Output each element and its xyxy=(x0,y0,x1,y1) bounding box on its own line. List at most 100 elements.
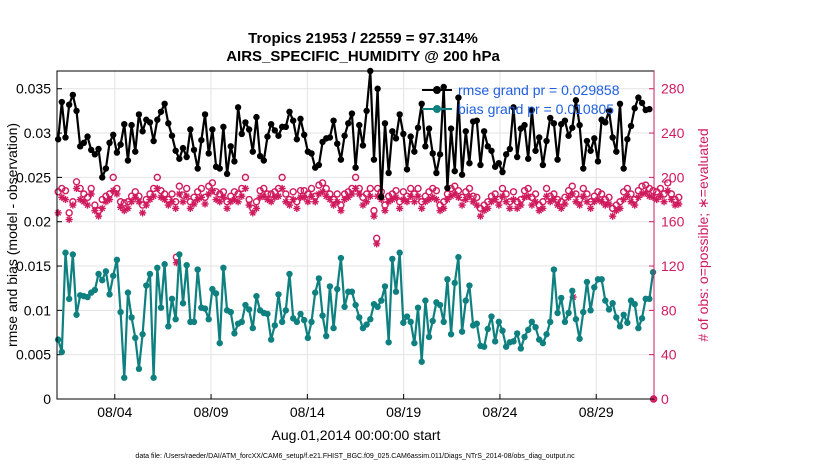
star-stroke xyxy=(484,205,491,212)
obs-evaluated-point xyxy=(576,201,584,209)
bias-point xyxy=(576,335,583,342)
x-tick-label: 08/24 xyxy=(482,404,517,420)
rmse-point xyxy=(587,147,594,154)
left-axis-ticks: 0 0.005 0.01 0.015 0.02 0.025 0.03 0.035 xyxy=(16,81,62,407)
obs-evaluated-point xyxy=(392,193,400,201)
bias-point xyxy=(168,295,176,303)
rmse-point xyxy=(407,133,414,140)
obs-evaluated-point xyxy=(223,204,231,213)
obs-evaluated-point xyxy=(506,204,514,213)
obs-possible-point xyxy=(153,173,162,182)
obs-evaluated-point xyxy=(274,192,283,200)
rmse-point xyxy=(209,126,216,133)
bias-point xyxy=(550,266,558,273)
star-stroke xyxy=(650,194,657,201)
star-stroke xyxy=(231,196,238,203)
bias-point xyxy=(407,318,414,326)
star-stroke xyxy=(367,193,374,200)
bias-point xyxy=(323,332,330,340)
bias-point xyxy=(587,307,594,314)
rmse-point xyxy=(161,100,168,108)
legend-bias-label: bias grand pr = 0.010805 xyxy=(458,101,614,117)
bias-point xyxy=(491,338,499,345)
bias-point xyxy=(436,301,444,309)
star-stroke xyxy=(176,190,183,198)
obs-evaluated-point xyxy=(550,195,558,204)
obs-possible-point xyxy=(392,186,400,195)
rmse-point xyxy=(635,94,642,101)
star-stroke xyxy=(235,198,242,205)
star-stroke xyxy=(418,205,425,212)
star-stroke xyxy=(455,194,462,201)
rmse-point xyxy=(378,193,385,201)
rmse-point xyxy=(190,146,198,154)
rmse-point xyxy=(374,85,381,92)
obs-possible-point xyxy=(256,186,264,195)
star-stroke xyxy=(396,205,403,212)
rmse-point xyxy=(62,134,69,141)
rmse-point xyxy=(102,165,110,172)
x-tick-label: 08/09 xyxy=(194,404,229,420)
bias-point xyxy=(561,318,569,326)
obs-possible-point xyxy=(579,184,587,193)
y-right-tick-label: 120 xyxy=(661,258,685,274)
obs-evaluated-point xyxy=(509,195,518,204)
rmse-point xyxy=(462,128,469,135)
bias-point xyxy=(646,295,653,303)
rmse-point xyxy=(238,130,245,138)
rmse-point xyxy=(345,120,352,127)
bias-point xyxy=(473,320,480,327)
star-stroke xyxy=(554,202,561,209)
rmse-point xyxy=(264,133,271,140)
rmse-point xyxy=(488,147,495,154)
bias-point xyxy=(495,318,503,326)
star-stroke xyxy=(220,194,227,201)
rmse-point xyxy=(620,165,627,172)
y-right-tick-label: 280 xyxy=(661,81,685,97)
bias-point xyxy=(304,334,312,342)
bias-point xyxy=(400,319,407,326)
star-stroke xyxy=(209,187,216,194)
star-stroke xyxy=(363,198,370,205)
obs-possible-point xyxy=(638,182,646,190)
star-stroke xyxy=(609,213,616,220)
rmse-point xyxy=(135,111,143,118)
obs-possible-point xyxy=(498,184,507,193)
chart-subtitle: AIRS_SPECIFIC_HUMIDITY @ 200 hPa xyxy=(226,48,500,65)
star-stroke xyxy=(576,202,583,209)
obs-evaluated-point xyxy=(94,212,103,220)
bias-point xyxy=(356,314,363,321)
star-stroke xyxy=(319,188,326,195)
rmse-point xyxy=(576,121,583,129)
rmse-point xyxy=(282,123,290,131)
footer-filename: data file: /Users/raeder/DAI/ATM_forcXX/… xyxy=(135,453,575,460)
bias-point xyxy=(205,316,212,323)
star-stroke xyxy=(429,194,436,201)
bias-point xyxy=(293,318,301,326)
bias-point xyxy=(414,304,422,311)
rmse-point xyxy=(484,143,492,150)
rmse-point xyxy=(300,131,308,139)
star-stroke xyxy=(308,193,315,200)
rmse-point xyxy=(389,128,396,135)
star-stroke xyxy=(55,209,62,216)
rmse-point xyxy=(433,169,440,177)
obs-evaluated-point xyxy=(54,209,62,217)
obs-evaluated-point xyxy=(531,198,540,206)
star-stroke xyxy=(106,196,113,203)
y-left-tick-label: 0.005 xyxy=(16,347,51,363)
star-stroke xyxy=(492,196,499,203)
obs-evaluated-point xyxy=(579,192,587,200)
rmse-point xyxy=(480,128,488,135)
bias-point xyxy=(341,303,348,311)
star-stroke xyxy=(661,198,668,205)
rmse-point xyxy=(352,164,359,171)
star-stroke xyxy=(605,200,612,207)
rmse-point xyxy=(73,107,80,115)
y-left-tick-label: 0.025 xyxy=(16,169,51,185)
rmse-point xyxy=(429,150,436,157)
bias-point xyxy=(154,264,161,271)
star-stroke xyxy=(334,198,341,205)
obs-evaluated-point xyxy=(561,200,569,208)
